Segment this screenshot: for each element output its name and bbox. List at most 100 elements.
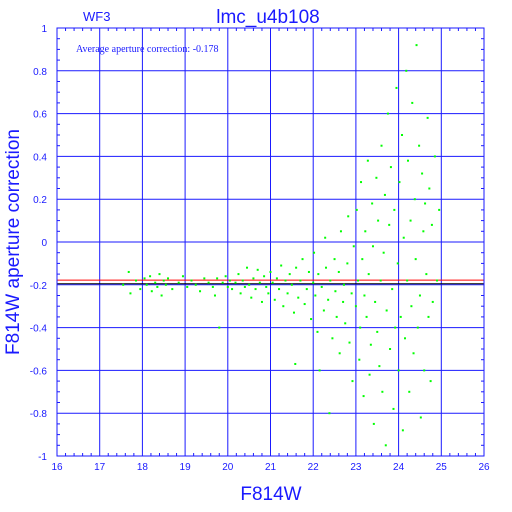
data-point bbox=[357, 279, 360, 282]
data-point bbox=[348, 341, 351, 344]
data-point bbox=[339, 230, 342, 233]
data-point bbox=[366, 159, 369, 162]
data-point bbox=[335, 315, 338, 318]
x-tick-label: 21 bbox=[265, 462, 277, 473]
data-point bbox=[156, 285, 159, 288]
data-point bbox=[405, 69, 408, 72]
data-point bbox=[305, 288, 308, 291]
y-tick-label: -0.6 bbox=[30, 366, 48, 377]
data-point bbox=[363, 294, 366, 297]
data-point bbox=[416, 326, 419, 329]
data-point bbox=[228, 279, 231, 282]
data-point bbox=[415, 44, 418, 47]
x-axis-ticks: 16 17 18 19 20 21 22 23 24 25 26 bbox=[51, 28, 490, 473]
data-point bbox=[275, 277, 278, 280]
x-tick-label: 24 bbox=[393, 462, 405, 473]
data-point bbox=[386, 112, 389, 115]
data-point bbox=[186, 285, 189, 288]
data-point bbox=[286, 292, 289, 295]
data-point bbox=[322, 309, 325, 312]
data-point bbox=[237, 273, 240, 276]
data-point bbox=[378, 365, 381, 368]
data-point bbox=[260, 300, 263, 303]
y-axis-ticks: -1 -0.8 -0.6 -0.4 -0.2 0 0.2 0.4 0.6 0.8 1 bbox=[30, 24, 484, 463]
data-point bbox=[252, 277, 255, 280]
data-point bbox=[224, 275, 227, 278]
data-point bbox=[388, 223, 391, 226]
data-point bbox=[320, 285, 323, 288]
data-point bbox=[203, 277, 206, 280]
data-point bbox=[129, 292, 132, 295]
data-point bbox=[338, 352, 341, 355]
data-point bbox=[211, 285, 214, 288]
data-points bbox=[122, 44, 441, 447]
data-point bbox=[122, 283, 125, 286]
data-point bbox=[347, 215, 350, 218]
data-point bbox=[313, 251, 316, 254]
y-tick-label: 1 bbox=[41, 24, 47, 35]
data-point bbox=[409, 219, 412, 222]
data-point bbox=[365, 315, 368, 318]
data-point bbox=[299, 279, 302, 282]
x-tick-label: 19 bbox=[180, 462, 192, 473]
data-point bbox=[248, 283, 251, 286]
data-point bbox=[221, 281, 224, 284]
data-point bbox=[383, 193, 386, 196]
data-point bbox=[385, 309, 388, 312]
data-point bbox=[393, 208, 396, 211]
data-point bbox=[395, 86, 398, 89]
data-point bbox=[288, 273, 291, 276]
data-point bbox=[389, 166, 392, 169]
chart-title: lmc_u4b108 bbox=[216, 7, 320, 28]
data-point bbox=[267, 292, 270, 295]
data-point bbox=[414, 258, 417, 261]
data-point bbox=[426, 116, 429, 119]
data-point bbox=[256, 268, 259, 271]
data-point bbox=[295, 266, 298, 269]
y-tick-label: 0.2 bbox=[33, 195, 47, 206]
data-point bbox=[329, 279, 332, 282]
data-point bbox=[246, 266, 249, 269]
data-point bbox=[263, 275, 266, 278]
data-point bbox=[377, 219, 380, 222]
x-tick-label: 23 bbox=[350, 462, 362, 473]
data-point bbox=[372, 422, 375, 425]
data-point bbox=[346, 262, 349, 265]
data-point bbox=[358, 358, 361, 361]
data-point bbox=[207, 281, 210, 284]
data-point bbox=[369, 343, 372, 346]
data-point bbox=[359, 326, 362, 329]
data-point bbox=[413, 198, 416, 201]
data-point bbox=[428, 187, 431, 190]
data-point bbox=[397, 369, 400, 372]
data-point bbox=[278, 288, 281, 291]
data-point bbox=[429, 380, 432, 383]
y-tick-label: 0 bbox=[41, 238, 47, 249]
y-tick-label: 0.6 bbox=[33, 110, 47, 121]
data-point bbox=[360, 181, 363, 184]
data-point bbox=[216, 277, 219, 280]
data-point bbox=[368, 373, 371, 376]
data-point bbox=[312, 281, 315, 284]
x-axis-title: F814W bbox=[240, 484, 301, 505]
data-point bbox=[342, 283, 345, 286]
data-point bbox=[406, 159, 409, 162]
y-tick-label: -1 bbox=[38, 452, 47, 463]
data-point bbox=[177, 281, 180, 284]
data-point bbox=[150, 290, 153, 293]
data-point bbox=[143, 277, 146, 280]
data-point bbox=[158, 273, 161, 276]
data-point bbox=[401, 134, 404, 136]
data-point bbox=[436, 279, 439, 282]
data-point bbox=[271, 281, 274, 284]
data-point bbox=[430, 223, 433, 226]
data-point bbox=[218, 326, 221, 329]
data-point bbox=[213, 294, 216, 297]
plot-frame bbox=[56, 27, 485, 457]
y-tick-label: -0.2 bbox=[30, 281, 48, 292]
data-point bbox=[297, 296, 300, 299]
data-point bbox=[398, 181, 401, 184]
data-point bbox=[310, 318, 313, 321]
data-point bbox=[352, 245, 355, 248]
